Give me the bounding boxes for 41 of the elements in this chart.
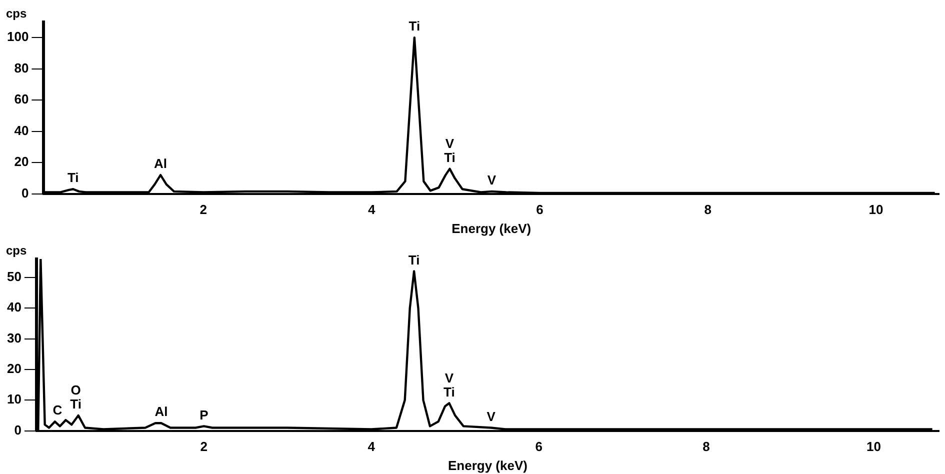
x-tick-label: 4 [368, 202, 376, 218]
x-tick-label: 8 [702, 439, 710, 454]
y-tick-label: 10 [6, 392, 22, 407]
x-tick-label: 2 [200, 202, 208, 218]
annotation: C [52, 402, 63, 418]
x-tick-label: 6 [536, 202, 544, 218]
y-tick-label: 40 [6, 300, 22, 315]
y-tick-label: 80 [14, 60, 29, 76]
y-tick-label: 40 [14, 122, 29, 138]
y-axis-title: cps [6, 243, 28, 258]
y-tick-label: 20 [14, 154, 29, 170]
annotation: Ti [444, 150, 456, 165]
annotation: Ti [67, 170, 79, 186]
x-tick-label: 2 [200, 439, 208, 454]
x-tick-label: 6 [535, 439, 542, 454]
y-tick-label: 30 [6, 330, 22, 346]
x-axis-title: Energy (keV) [452, 220, 532, 236]
annotation: V [444, 370, 454, 386]
y-tick-label: 50 [6, 268, 22, 284]
annotation: V [486, 408, 496, 424]
annotation: V [487, 172, 496, 188]
annotation: Al [154, 404, 168, 420]
annotation: Ti [408, 252, 420, 268]
y-tick-label: 100 [6, 29, 29, 44]
annotation: P [200, 407, 209, 422]
annotation: Ti [408, 18, 420, 34]
x-tick-label: 10 [868, 202, 884, 218]
x-tick-label: 8 [704, 202, 712, 218]
y-tick-label: 0 [21, 185, 29, 200]
y-tick-label: 20 [6, 361, 22, 376]
annotation: Al [154, 156, 168, 172]
annotation: Ti [444, 384, 455, 400]
annotation: Ti [70, 396, 82, 412]
y-axis-title: cps [6, 6, 28, 20]
y-tick-label: 60 [14, 92, 29, 107]
y-tick-label: 0 [14, 422, 22, 438]
annotation: O [70, 382, 81, 398]
x-tick-label: 10 [866, 439, 881, 454]
x-tick-label: 4 [368, 439, 376, 454]
x-axis-title: Energy (keV) [448, 458, 528, 473]
annotation: V [445, 136, 454, 151]
